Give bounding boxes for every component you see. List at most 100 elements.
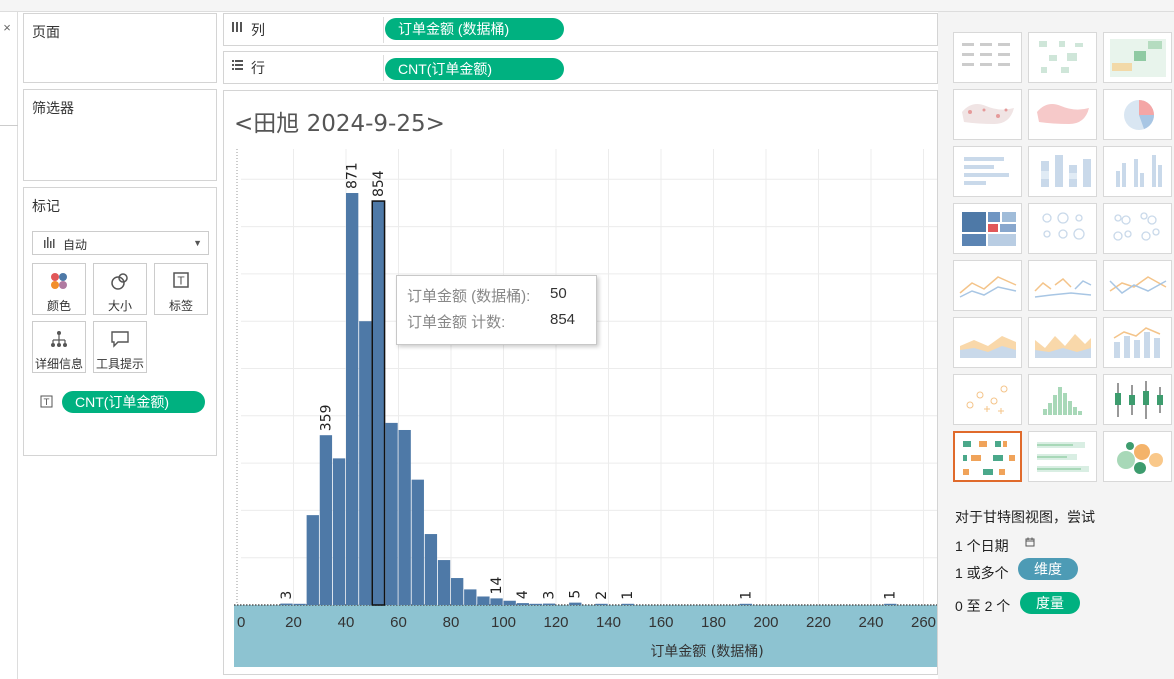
show-me-text-table-icon[interactable] (953, 32, 1022, 83)
x-tick-label: 40 (338, 614, 355, 631)
data-tooltip: 订单金额 (数据桶): 50 订单金额 计数: 854 (396, 275, 597, 345)
x-tick-label: 80 (443, 614, 460, 631)
show-me-scatter-plot-icon[interactable] (953, 374, 1022, 425)
show-me-gantt-chart-icon[interactable] (953, 431, 1022, 482)
histogram-bar (437, 560, 451, 605)
columns-icon (231, 21, 243, 35)
show-me-lines-continuous-icon[interactable] (953, 260, 1022, 311)
show-me-filled-map-icon[interactable] (1028, 89, 1097, 140)
calendar-icon (1025, 535, 1035, 550)
filters-card[interactable]: 筛选器 (23, 89, 217, 181)
mark-type-label: 自动 (63, 238, 88, 252)
show-me-area-discrete-icon[interactable] (1028, 317, 1097, 368)
histogram-bar (319, 435, 333, 605)
bar-data-label: 1 (738, 591, 754, 600)
histogram-bar (503, 600, 516, 605)
histogram-bar (306, 515, 319, 605)
columns-shelf[interactable]: 列 订单金额 (数据桶) (223, 13, 938, 46)
hint-dates: 1 个日期 (955, 538, 1009, 554)
color-icon (33, 271, 85, 291)
shelf-divider (383, 55, 384, 81)
label-label: 标签 (168, 299, 193, 313)
color-button[interactable]: 颜色 (32, 263, 86, 315)
show-me-area-continuous-icon[interactable] (953, 317, 1022, 368)
show-me-side-by-side-bars-icon[interactable] (1103, 146, 1172, 197)
show-me-dual-combination-icon[interactable] (1103, 317, 1172, 368)
viz-title: <田旭 2024-9-25> (234, 111, 445, 137)
show-me-stacked-bars-icon[interactable] (1028, 146, 1097, 197)
x-tick-label: 220 (806, 614, 831, 631)
x-tick-label: 180 (701, 614, 726, 631)
text-mark-icon: T (40, 395, 53, 411)
histogram-bar (595, 603, 608, 605)
marks-field-pill[interactable]: CNT(订单金额) (62, 391, 205, 413)
columns-pill[interactable]: 订单金额 (数据桶) (385, 18, 564, 40)
pages-card[interactable]: 页面 (23, 13, 217, 83)
label-button[interactable]: T 标签 (154, 263, 208, 315)
detail-icon (33, 329, 85, 349)
size-button[interactable]: 大小 (93, 263, 147, 315)
show-me-packed-bubbles-icon[interactable] (1103, 431, 1172, 482)
histogram-bar (398, 429, 411, 605)
window-top-bar (0, 0, 1174, 12)
rows-pill[interactable]: CNT(订单金额) (385, 58, 564, 80)
show-me-side-by-side-circles-icon[interactable] (1103, 203, 1172, 254)
x-tick-label: 240 (858, 614, 883, 631)
show-me-treemap-icon[interactable] (953, 203, 1022, 254)
viz-canvas[interactable]: <田旭 2024-9-25> 3 359 871 854 14 4 3 5 2 1 1 1 0 20 40 6… (223, 90, 938, 675)
histogram-bar (569, 602, 582, 605)
measure-pill: 度量 (1020, 592, 1080, 614)
histogram-bar (884, 603, 897, 605)
left-edge-strip (0, 12, 18, 679)
histogram-bar (293, 603, 306, 605)
show-me-pie-chart-icon[interactable] (1103, 89, 1172, 140)
show-me-box-whisker-icon[interactable] (1103, 374, 1172, 425)
histogram-bar (385, 422, 398, 605)
x-tick-label: 20 (285, 614, 302, 631)
histogram-bar (346, 193, 359, 605)
x-tick-label: 0 (237, 614, 245, 631)
show-me-dual-lines-icon[interactable] (1103, 260, 1172, 311)
histogram-bar (280, 603, 293, 605)
tooltip-button[interactable]: 工具提示 (93, 321, 147, 373)
hint-title: 对于甘特图视图，尝试 (955, 509, 1095, 525)
detail-button[interactable]: 详细信息 (32, 321, 86, 373)
bar-data-label: 14 (489, 576, 505, 594)
show-me-lines-discrete-icon[interactable] (1028, 260, 1097, 311)
bar-data-label: 871 (345, 162, 361, 189)
x-tick-label: 260 (911, 614, 936, 631)
show-me-highlight-table-icon[interactable] (1103, 32, 1172, 83)
bar-data-label: 3 (279, 591, 295, 600)
histogram-bar (411, 479, 424, 605)
show-me-bullet-graph-icon[interactable] (1028, 431, 1097, 482)
detail-label: 详细信息 (34, 357, 83, 371)
show-me-histogram-icon[interactable] (1028, 374, 1097, 425)
histogram-bar (529, 603, 543, 605)
x-tick-label: 60 (390, 614, 407, 631)
show-me-circle-views-icon[interactable] (1028, 203, 1097, 254)
bar-data-label: 359 (318, 404, 334, 431)
show-me-horizontal-bars-icon[interactable] (953, 146, 1022, 197)
tooltip-label: 工具提示 (95, 357, 144, 371)
histogram-bar (542, 603, 556, 605)
close-icon[interactable]: × (3, 20, 11, 35)
histogram-bar (516, 603, 529, 605)
columns-label: 列 (251, 22, 265, 38)
size-label: 大小 (107, 299, 132, 313)
show-me-heat-map-icon[interactable] (1028, 32, 1097, 83)
show-me-panel: 对于甘特图视图，尝试 1 个日期 1 或多个 维度 0 至 2 个 度量 (938, 12, 1174, 679)
pages-title: 页面 (32, 24, 60, 40)
bar-data-label: 5 (568, 590, 584, 599)
rows-shelf[interactable]: 行 CNT(订单金额) (223, 51, 938, 84)
x-tick-label: 200 (753, 614, 778, 631)
rows-icon (231, 59, 243, 73)
histogram-bar (621, 603, 634, 605)
bar-data-label: 2 (594, 591, 610, 600)
show-me-symbol-map-icon[interactable] (953, 89, 1022, 140)
tooltip-count-value: 854 (550, 311, 576, 328)
bar-data-label: 4 (515, 590, 531, 599)
histogram-bar (477, 596, 490, 605)
hint-meas-prefix: 0 至 2 个 (955, 598, 1011, 614)
mark-type-dropdown[interactable]: 自动 ▼ (32, 231, 209, 255)
bar-data-label: 3 (541, 591, 557, 600)
